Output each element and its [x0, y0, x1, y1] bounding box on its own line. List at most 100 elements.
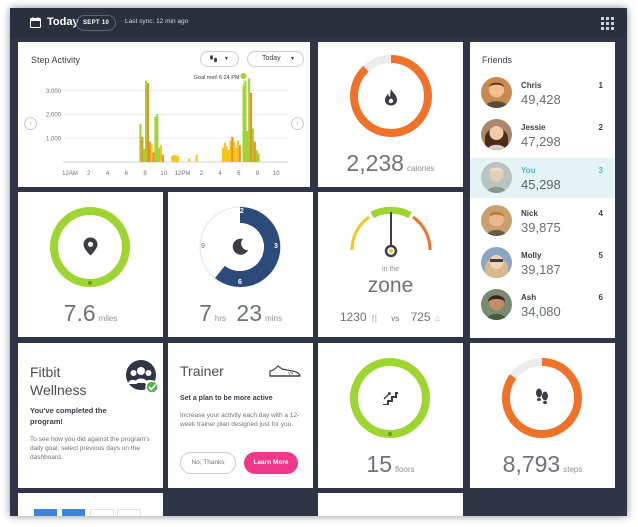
friend-name: Jessie: [521, 123, 546, 132]
steps-unit: steps: [563, 465, 583, 474]
friend-row-molly[interactable]: Molly 39,187 5: [470, 243, 615, 283]
x-tick-label: 10: [160, 171, 167, 177]
group-icon: [126, 360, 159, 393]
calories-progress-ring: [350, 55, 432, 137]
sleep-readout: 7 hrs 23 mins: [168, 300, 313, 327]
activity-bar: [148, 141, 151, 162]
activity-bar: [242, 85, 245, 162]
distance-tile[interactable]: 7.6 miles: [18, 192, 163, 337]
friend-row-chris[interactable]: Chris 49,428 1: [470, 73, 615, 113]
step-activity-chart: 3,000 2,000 1,000 12AM 2 4 6 8 10 12PM 2 4 6 8 10 Goal …: [46, 73, 288, 177]
today-title[interactable]: Today: [47, 16, 79, 28]
friend-row-you[interactable]: You 45,298 3: [470, 158, 615, 198]
sleep-minutes-unit: mins: [265, 314, 282, 323]
calendar-icon[interactable]: [30, 17, 41, 28]
sleep-tile[interactable]: 12 3 6 9 7 hrs 23 mins: [168, 192, 313, 337]
no-thanks-button[interactable]: No, Thanks: [180, 452, 236, 474]
bar-block: [62, 509, 85, 516]
bar-block: [90, 509, 114, 516]
sneaker-icon: Vs: [269, 365, 301, 377]
sleep-minutes: 23: [236, 300, 262, 326]
activity-bar: [229, 140, 232, 162]
friend-steps: 47,298: [521, 134, 561, 149]
trainer-tile[interactable]: Trainer Vs Set a plan to be more active …: [168, 343, 313, 488]
zone-tile[interactable]: in the zone 1230 🍴 vs 725 ♨: [318, 192, 463, 337]
x-tick-label: 2: [200, 171, 204, 177]
friend-name: Molly: [521, 251, 542, 260]
zone-right-value: 725: [410, 310, 431, 324]
date-pill[interactable]: SEPT 10: [76, 15, 117, 31]
wellness-tile[interactable]: Fitbit Wellness You've completed the pro…: [18, 343, 163, 488]
floors-value: 15: [366, 451, 393, 477]
flame-small-icon: ♨: [433, 314, 442, 323]
view-range-dropdown[interactable]: Today ▾: [247, 51, 304, 67]
trainer-title: Trainer: [180, 363, 224, 379]
steps-readout: 8,793 steps: [470, 451, 615, 478]
activity-bar: [248, 78, 251, 162]
avatar: [481, 119, 512, 150]
steps-tile[interactable]: 8,793 steps: [470, 343, 615, 488]
friends-title: Friends: [482, 55, 513, 65]
activity-bar: [141, 136, 144, 162]
activity-bar: [154, 116, 157, 162]
last-sync-text: Last sync: 12 min ago: [125, 18, 189, 25]
friend-steps: 39,187: [521, 262, 561, 277]
avatar: [481, 162, 512, 193]
x-tick-label: 8: [256, 171, 260, 177]
friend-steps: 49,428: [521, 92, 561, 107]
friend-name: Nick: [521, 209, 538, 218]
sleep-hours: 7: [199, 300, 212, 326]
chart-next-button[interactable]: ›: [291, 117, 304, 130]
avatar: [481, 289, 512, 320]
step-activity-tile[interactable]: Step Activity ▾ Today ▾ ‹ › 3,000 2,000 1,…: [18, 42, 310, 187]
map-pin-icon: [83, 237, 98, 256]
wellness-title: Fitbit Wellness: [30, 364, 87, 398]
avatar: [481, 247, 512, 278]
learn-more-button[interactable]: Learn More: [244, 452, 298, 474]
avatar: [481, 77, 512, 108]
goal-check-icon: [240, 73, 247, 79]
activity-bar: [152, 152, 155, 162]
friend-row-nick[interactable]: Nick 39,875 4: [470, 201, 615, 241]
apps-grid-icon[interactable]: [601, 17, 614, 30]
clock-label-9: 9: [201, 243, 205, 250]
activity-bar: [225, 146, 228, 162]
activity-bar: [231, 136, 234, 162]
activity-bar: [161, 154, 164, 162]
distance-progress-ring: [50, 207, 130, 287]
x-tick-label: 2: [87, 171, 91, 177]
chart-type-dropdown[interactable]: ▾: [200, 51, 239, 67]
friend-rank: 4: [598, 209, 603, 218]
zone-left-value: 1230: [339, 310, 367, 324]
friend-name: Chris: [521, 81, 542, 90]
chevron-left-icon: ‹: [29, 120, 32, 127]
friend-rank: 6: [598, 293, 603, 302]
zone-caption: in the: [381, 266, 400, 273]
friend-row-jessie[interactable]: Jessie 47,298 2: [470, 115, 615, 155]
activity-bar: [227, 150, 230, 162]
dashboard: Today SEPT 10 Last sync: 12 min ago Step…: [10, 8, 627, 516]
wellness-description: To see how you did against the program's…: [30, 436, 150, 461]
view-range-label: Today: [262, 55, 281, 62]
activity-bar: [146, 83, 149, 162]
activity-bar: [235, 147, 238, 162]
calories-tile[interactable]: 2,238 calories: [318, 42, 463, 187]
partial-tile-bottom-center[interactable]: [318, 493, 463, 516]
x-tick-label: 4: [218, 171, 222, 177]
activity-bar: [236, 140, 239, 162]
chart-prev-button[interactable]: ‹: [24, 117, 37, 130]
friend-name: You: [521, 166, 536, 175]
friend-rank: 2: [598, 123, 603, 132]
friend-row-ash[interactable]: Ash 34,080 6: [470, 285, 615, 325]
activity-bar: [250, 92, 253, 162]
activity-bar: [246, 130, 249, 162]
partial-tile-bottom-left[interactable]: [18, 493, 163, 516]
activity-bar: [173, 154, 176, 162]
x-tick-label: 8: [143, 171, 147, 177]
activity-bar: [171, 156, 174, 162]
x-tick-label: 6: [125, 171, 129, 177]
activity-bar: [255, 150, 258, 162]
zone-vs: vs: [391, 314, 400, 323]
sleep-hours-unit: hrs: [214, 314, 227, 323]
floors-tile[interactable]: 15 floors: [318, 343, 463, 488]
